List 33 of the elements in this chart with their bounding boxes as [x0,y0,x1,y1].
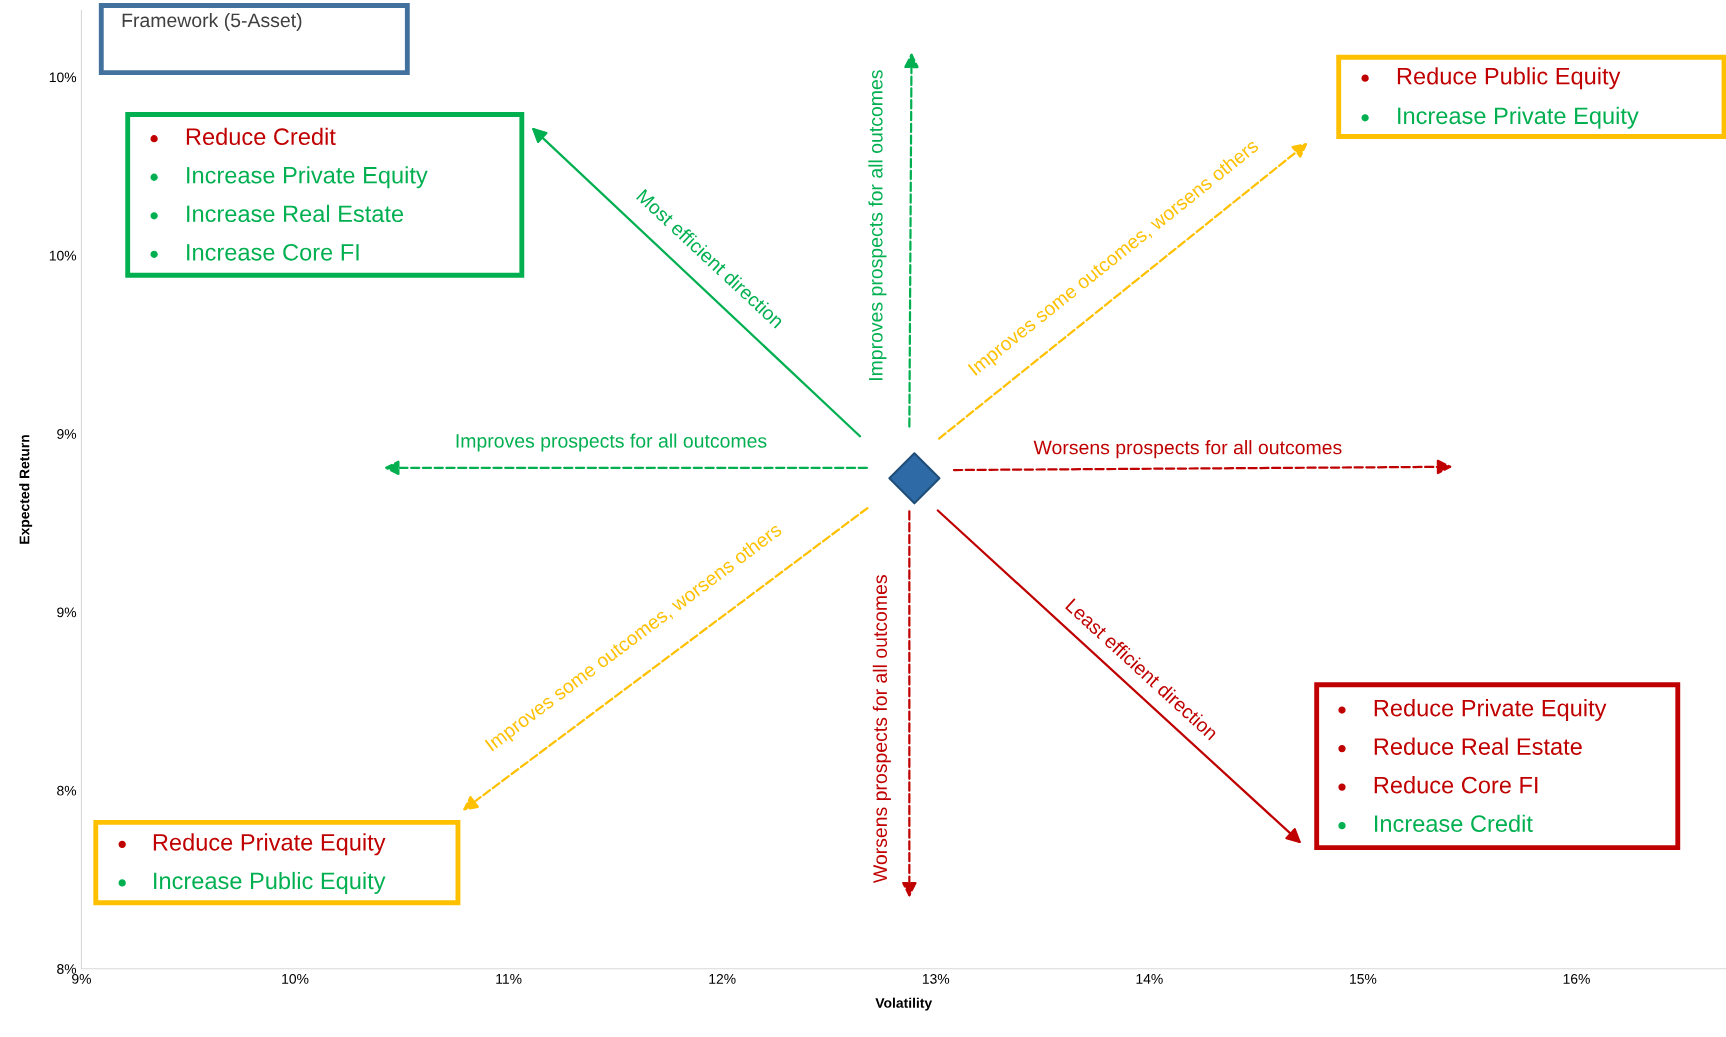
y-tick-label: 10% [49,250,77,261]
annotation: Increase Credit [1375,814,1533,832]
x-tick-label: 9% [72,973,91,984]
x-axis-title: Volatility [875,997,933,1011]
y-tick-label: 8% [57,785,77,796]
annotation: Reduce Core FI [1374,776,1538,794]
annotation: Increase Private Equity [187,166,428,189]
annotation: Reduce Public Equity [1397,67,1621,90]
y-tick-label: 10% [49,72,77,83]
annotation: Reduce Credit [186,127,336,146]
annotation: Worsens prospects for all outcomes [872,575,891,884]
x-tick-label: 15% [1350,974,1377,984]
annotation: Increase Private Equity [1398,106,1639,129]
annotation: Reduce Private Equity [1374,699,1607,722]
x-tick-label: 12% [709,973,736,984]
annotation: Improves prospects for all outcomes [868,70,887,381]
annotation: Reduce Real Estate [1374,737,1582,755]
annotation: Improves prospects for all outcomes [456,433,767,452]
x-tick-label: 14% [1136,974,1163,984]
annotation: Worsens prospects for all outcomes [1033,440,1342,459]
annotation: Framework (5-Asset) [122,12,302,32]
y-tick-label: 9% [57,607,77,618]
annotation: Increase Real Estate [187,204,404,223]
y-tick-label: 8% [57,964,77,974]
x-tick-label: 13% [922,973,950,984]
annotation: Increase Core FI [187,243,359,261]
y-axis-title: Expected Return [19,435,33,544]
x-tick-label: 11% [496,974,522,984]
x-tick-label: 10% [282,973,309,984]
x-tick-label: 16% [1563,973,1590,984]
annotation: Reduce Private Equity [153,833,386,856]
y-tick-label: 9% [57,429,77,439]
annotation: Increase Public Equity [154,871,386,894]
